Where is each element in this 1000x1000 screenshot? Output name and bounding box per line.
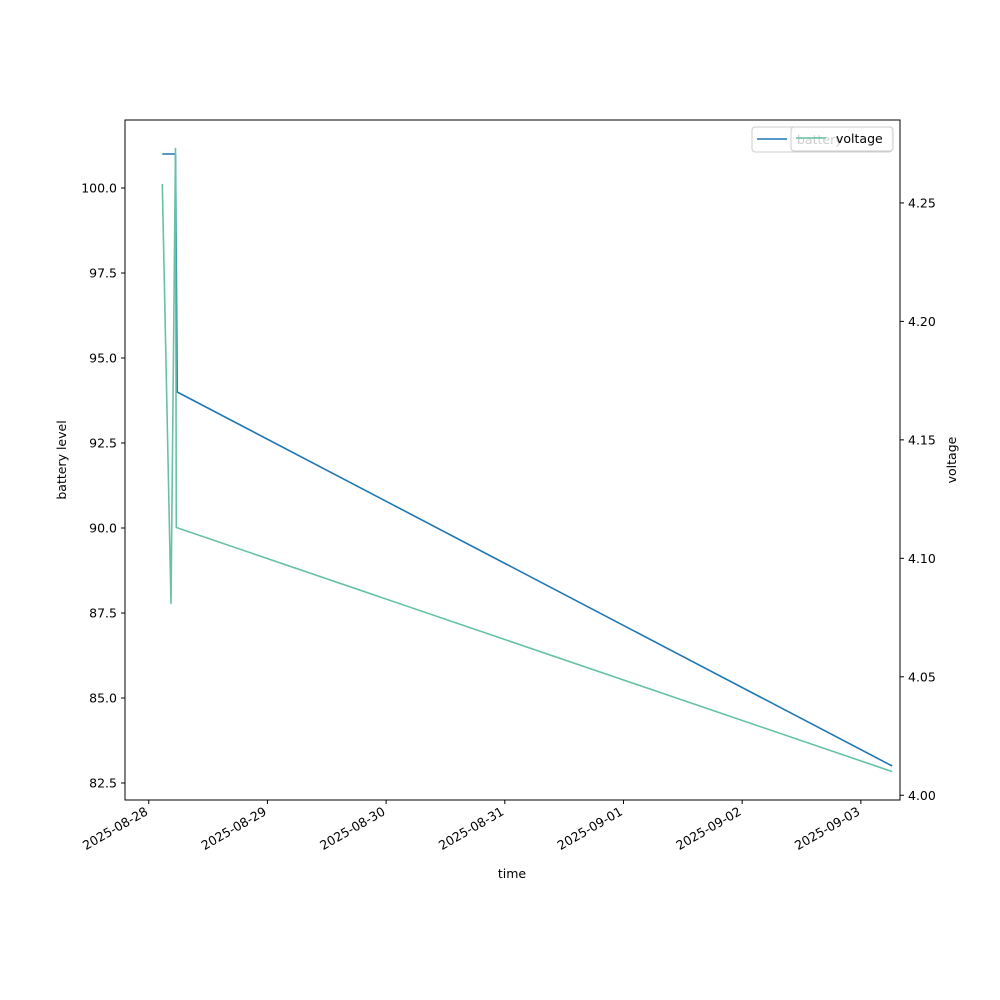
y-right-tick-label: 4.25 <box>908 195 936 210</box>
plot-area <box>161 147 893 773</box>
y-axis-left-label: battery level <box>54 420 69 499</box>
y-right-tick-label: 4.00 <box>908 788 936 803</box>
legend-label-voltage: voltage <box>836 131 883 146</box>
y-right-tick-label: 4.10 <box>908 551 936 566</box>
y-left-tick-label: 95.0 <box>89 351 117 366</box>
y-left-tick-label: 100.0 <box>81 181 117 196</box>
y-left-tick-label: 87.5 <box>89 606 117 621</box>
y-right-tick-label: 4.15 <box>908 432 936 447</box>
y-left-tick-label: 97.5 <box>89 266 117 281</box>
y-left-tick-label: 85.0 <box>89 691 117 706</box>
series-line-voltage <box>161 147 893 773</box>
axes-frame <box>124 119 901 801</box>
legend: batteryvoltage <box>751 126 894 153</box>
y-axis-right-label: voltage <box>944 436 959 483</box>
y-left-tick-label: 90.0 <box>89 521 117 536</box>
y-right-tick-label: 4.05 <box>908 669 936 684</box>
y-left-tick-label: 82.5 <box>89 776 117 791</box>
x-axis-label: time <box>498 866 527 881</box>
y-right-tick-label: 4.20 <box>908 314 936 329</box>
legend-box-voltage <box>790 126 894 152</box>
y-left-tick-label: 92.5 <box>89 436 117 451</box>
